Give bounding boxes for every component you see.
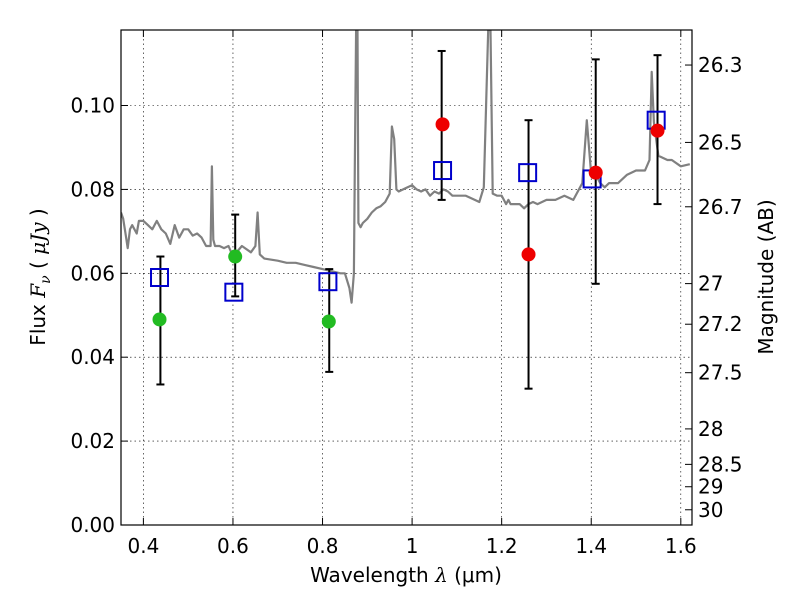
- y2-tick-label: 26.3: [698, 53, 743, 77]
- y-tick-label: 0.08: [70, 177, 115, 201]
- y2-tick-label: 29: [698, 475, 723, 499]
- y2-tick-label: 27.5: [698, 361, 743, 385]
- grid: [121, 30, 692, 526]
- model-flux-square: [150, 268, 170, 287]
- x-tick-label: 0.8: [307, 534, 339, 558]
- model-flux-square: [433, 161, 453, 181]
- y-tick-label: 0.02: [70, 429, 115, 453]
- observed-flux-green-point: [152, 312, 167, 327]
- x-tick-label: 0.6: [217, 534, 249, 558]
- y2-tick-label: 27.2: [698, 312, 743, 336]
- y-tick-label: 0.10: [70, 94, 115, 118]
- plot-frame: [120, 29, 693, 526]
- x-axis-title: Wavelength λ (μm): [310, 563, 502, 587]
- model-flux-square: [318, 272, 338, 292]
- x-tick-label: 1.2: [486, 534, 518, 558]
- y2-tick-label: 28.5: [698, 452, 743, 476]
- x-tick-label: 1: [406, 534, 419, 558]
- observed-flux-green-point: [321, 314, 336, 329]
- observed-flux-green-point: [228, 249, 243, 264]
- model-flux-square: [224, 282, 244, 302]
- observed-flux-red-point: [588, 165, 603, 180]
- x-tick-label: 1.4: [575, 534, 607, 558]
- y2-tick-label: 26.5: [698, 130, 743, 154]
- plot-area: [121, 30, 691, 390]
- ticks: 0.4 0.6 0.8 1 1.2 1.4 1.6 0.00 0.02 0.04 0.06 0.08 0…: [70, 30, 743, 558]
- x-tick-label: 1.6: [665, 534, 697, 558]
- y-tick-label: 0.06: [70, 261, 115, 285]
- observed-flux-red-point: [650, 123, 665, 138]
- x-tick-label: 0.4: [127, 534, 159, 558]
- y-tick-label: 0.04: [70, 345, 115, 369]
- sed-model-line: [121, 30, 691, 304]
- y2-axis-title: Magnitude (AB): [754, 199, 778, 354]
- model-flux-square: [518, 163, 538, 183]
- y2-tick-label: 28: [698, 417, 723, 441]
- y2-tick-label: 30: [698, 498, 723, 522]
- y2-tick-label: 27: [698, 272, 723, 296]
- y-axis-title: Flux Fν ( μJy ): [26, 208, 54, 345]
- observed-flux-red-point: [521, 247, 536, 262]
- y2-tick-label: 26.7: [698, 195, 743, 219]
- y-tick-label: 0.00: [70, 513, 115, 537]
- observed-flux-red-point: [435, 117, 450, 132]
